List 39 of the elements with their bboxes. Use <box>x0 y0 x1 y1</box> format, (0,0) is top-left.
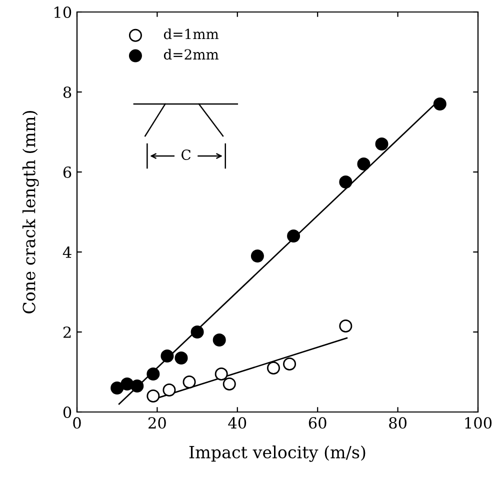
point <box>160 349 174 363</box>
x-tick-label: 100 <box>465 417 492 429</box>
y-tick-label: 6 <box>63 166 72 178</box>
point <box>266 361 280 375</box>
point <box>120 377 134 391</box>
point <box>222 377 236 391</box>
y-tick-label: 2 <box>63 326 71 338</box>
point <box>339 319 352 333</box>
x-tick-label: 80 <box>389 417 407 429</box>
y-tick-label: 4 <box>62 246 72 258</box>
point <box>162 383 176 397</box>
point <box>182 375 196 389</box>
point <box>250 249 264 263</box>
y-tick-label: 8 <box>63 86 72 98</box>
annotation: C <box>182 150 191 160</box>
point <box>130 379 144 393</box>
point <box>283 357 296 371</box>
point <box>110 381 124 395</box>
x-axis-title: Impact velocity (m/s) <box>189 446 366 462</box>
x-tick-label: 60 <box>308 417 326 429</box>
point <box>214 367 228 381</box>
point <box>339 175 352 189</box>
point <box>357 157 370 171</box>
point <box>190 325 204 339</box>
point <box>212 333 226 347</box>
point <box>146 367 160 381</box>
y-tick-label: 0 <box>63 406 72 418</box>
point <box>287 229 300 243</box>
x-tick-label: 20 <box>148 417 166 429</box>
y-tick-label: 10 <box>54 6 72 18</box>
point <box>174 351 188 365</box>
point <box>375 137 388 151</box>
point <box>433 97 446 111</box>
point <box>146 389 160 403</box>
y-axis-title: Cone crack length (mm) <box>22 111 39 314</box>
legend-label: d=2mm <box>164 48 219 60</box>
x-tick-label: 40 <box>228 417 246 429</box>
legend-label: d=1mm <box>164 28 219 40</box>
x-tick-label: 0 <box>73 417 81 429</box>
